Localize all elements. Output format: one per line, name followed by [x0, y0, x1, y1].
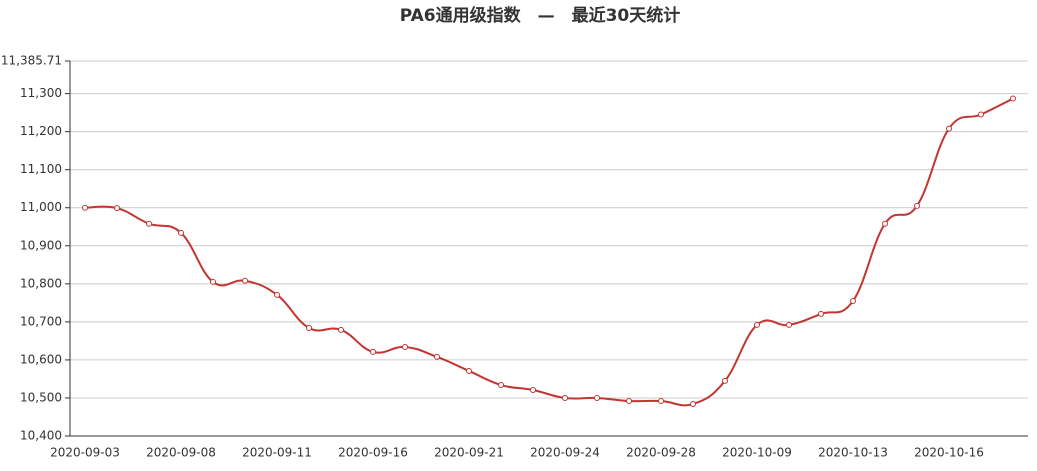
chart-title: PA6通用级指数 — 最近30天统计 [400, 5, 681, 26]
data-point [946, 125, 952, 132]
data-point [818, 310, 824, 317]
data-point [658, 397, 664, 404]
data-point [754, 321, 760, 328]
x-tick-label: 2020-09-21 [434, 446, 504, 460]
data-point [882, 220, 888, 227]
data-point [466, 367, 472, 374]
x-tick-label: 2020-09-11 [242, 446, 312, 460]
data-point [594, 394, 600, 401]
x-tick-label: 2020-09-28 [626, 446, 696, 460]
data-point [146, 220, 152, 227]
data-point [786, 321, 792, 328]
data-point [850, 297, 856, 304]
data-point [274, 291, 280, 298]
data-point [434, 353, 440, 360]
data-point [82, 204, 88, 211]
y-tick-label: 11,300 [20, 86, 62, 100]
y-tick-label: 11,100 [20, 162, 62, 176]
data-point [562, 394, 568, 401]
data-point [178, 229, 184, 236]
y-tick-label: 11,200 [20, 124, 62, 138]
y-tick-label: 11,000 [20, 200, 62, 214]
y-tick-label: 10,600 [20, 352, 62, 366]
x-tick-label: 2020-09-08 [146, 446, 216, 460]
data-point [978, 111, 984, 118]
y-tick-label: 10,400 [20, 429, 62, 443]
data-point [114, 205, 120, 212]
x-tick-label: 2020-10-09 [722, 446, 792, 460]
data-point [626, 397, 632, 404]
data-point [1010, 95, 1016, 102]
y-tick-label: 11,385.71 [1, 54, 62, 68]
data-point [722, 377, 728, 384]
x-tick-label: 2020-09-24 [530, 446, 600, 460]
data-point [210, 278, 216, 285]
y-tick-label: 10,500 [20, 390, 62, 404]
data-point [914, 202, 920, 209]
y-tick-label: 10,900 [20, 238, 62, 252]
data-point [530, 386, 536, 393]
data-point [242, 277, 248, 284]
y-tick-label: 10,700 [20, 314, 62, 328]
data-point [498, 382, 504, 389]
x-tick-label: 2020-10-13 [818, 446, 888, 460]
data-point [370, 348, 376, 355]
x-tick-label: 2020-09-16 [338, 446, 408, 460]
data-point [690, 401, 696, 408]
x-tick-label: 2020-09-03 [50, 446, 120, 460]
line-series [84, 97, 1014, 407]
x-tick-label: 2020-10-16 [914, 446, 984, 460]
y-tick-label: 10,800 [20, 276, 62, 290]
data-point [338, 326, 344, 333]
data-point [402, 343, 408, 350]
data-point [306, 324, 312, 331]
